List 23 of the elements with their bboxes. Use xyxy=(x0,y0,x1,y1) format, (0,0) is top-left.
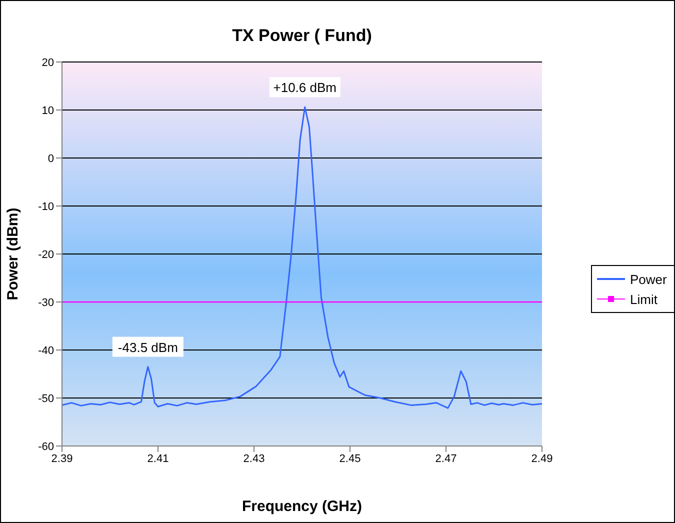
y-axis-title: Power (dBm) xyxy=(4,208,22,300)
y-tick-label: -10 xyxy=(38,200,54,213)
x-axis-title: Frequency (GHz) xyxy=(242,498,362,515)
x-tick-label: 2.39 xyxy=(51,452,73,465)
legend-label: Limit xyxy=(630,292,658,306)
y-tick-label: 0 xyxy=(48,152,54,165)
y-tick-label: -50 xyxy=(38,392,54,405)
x-tick-label: 2.47 xyxy=(435,452,457,465)
annotation: +10.6 dBm xyxy=(273,80,337,96)
y-tick-label: -60 xyxy=(38,440,54,453)
y-tick-label: -20 xyxy=(38,248,54,261)
line-series xyxy=(62,106,542,409)
y-tick-label: -40 xyxy=(38,344,54,357)
legend-label: Power xyxy=(630,272,667,286)
y-tick-label: 10 xyxy=(42,104,54,117)
y-tick-label: -30 xyxy=(38,296,54,309)
y-tick-label: 20 xyxy=(42,56,54,69)
x-tick-label: 2.43 xyxy=(243,452,265,465)
x-tick-label: 2.49 xyxy=(531,452,553,465)
x-tick-label: 2.45 xyxy=(339,452,361,465)
chart-title: TX Power ( Fund) xyxy=(231,26,373,46)
x-tick-label: 2.41 xyxy=(147,452,169,465)
annotation: -43.5 dBm xyxy=(118,340,178,355)
